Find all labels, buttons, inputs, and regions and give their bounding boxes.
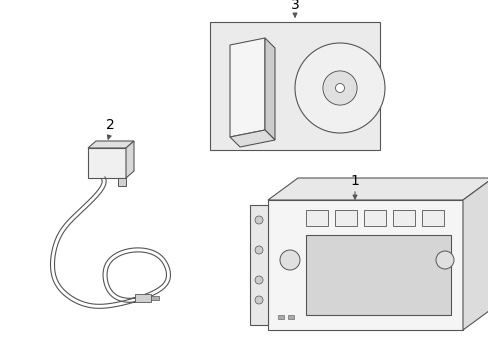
- Bar: [267, 200, 462, 330]
- Circle shape: [335, 84, 344, 93]
- Bar: [118, 178, 126, 186]
- Bar: [334, 210, 356, 226]
- Bar: [392, 210, 414, 226]
- Text: 2: 2: [105, 118, 114, 132]
- Polygon shape: [88, 141, 134, 148]
- Polygon shape: [264, 38, 274, 140]
- Text: 1: 1: [350, 174, 359, 188]
- Polygon shape: [229, 38, 264, 137]
- Circle shape: [435, 251, 453, 269]
- Bar: [278, 315, 284, 319]
- Circle shape: [254, 276, 263, 284]
- Bar: [305, 235, 450, 315]
- Bar: [421, 210, 443, 226]
- Polygon shape: [126, 141, 134, 178]
- Polygon shape: [229, 130, 274, 147]
- Polygon shape: [462, 178, 488, 330]
- Bar: [249, 205, 267, 325]
- Circle shape: [294, 43, 384, 133]
- Text: 3: 3: [290, 0, 299, 12]
- Bar: [151, 296, 159, 300]
- Bar: [135, 294, 151, 302]
- Circle shape: [254, 246, 263, 254]
- Bar: [305, 210, 327, 226]
- Circle shape: [280, 250, 299, 270]
- Bar: [88, 148, 126, 178]
- Bar: [209, 22, 379, 150]
- Polygon shape: [267, 178, 488, 200]
- Bar: [363, 210, 385, 226]
- Circle shape: [254, 296, 263, 304]
- Bar: [287, 315, 293, 319]
- Circle shape: [254, 216, 263, 224]
- Circle shape: [322, 71, 356, 105]
